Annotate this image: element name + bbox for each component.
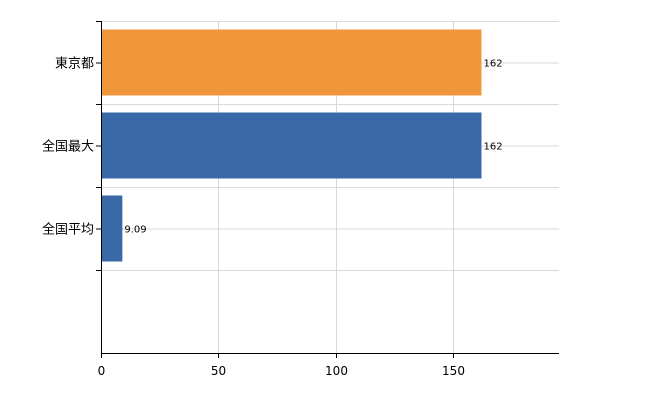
x-tick-label: 150: [442, 364, 465, 378]
bars: [101, 29, 482, 262]
category-label: 全国最大: [42, 139, 94, 155]
data-labels: 162 162 9.09: [124, 59, 502, 236]
x-tick-label: 50: [211, 364, 226, 378]
data-label: 162: [483, 59, 502, 70]
bar: [101, 112, 482, 179]
x-ticks: 0 50 100 150: [96, 21, 465, 378]
category-label: 全国平均: [42, 222, 94, 238]
category-label: 東京都: [55, 56, 94, 72]
data-label: 9.09: [124, 225, 146, 236]
bar: [101, 195, 123, 262]
x-tick-label: 0: [98, 364, 106, 378]
data-label: 162: [483, 142, 502, 153]
bar: [101, 29, 482, 96]
x-tick-label: 100: [325, 364, 348, 378]
